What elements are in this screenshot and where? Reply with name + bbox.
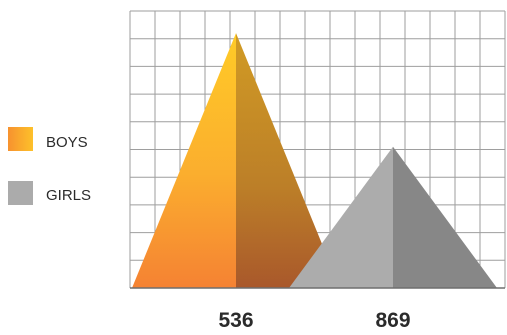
legend-swatch-boys <box>8 127 33 151</box>
pyramid-girls <box>289 146 497 288</box>
legend-label-boys: BOYS <box>46 134 88 151</box>
data-marks <box>132 33 497 288</box>
x-axis-labels: 536 869 <box>218 309 410 332</box>
pyramid-boys-shaded-face <box>236 33 340 288</box>
pyramid-boys <box>132 33 340 288</box>
legend-swatch-girls <box>8 181 33 205</box>
legend: BOYS GIRLS <box>8 127 91 205</box>
pyramid-boys-lit-face <box>132 33 236 288</box>
x-label-1: 869 <box>375 309 410 330</box>
x-label-0: 536 <box>218 309 253 330</box>
pyramid-girls-lit-face <box>289 146 393 288</box>
legend-label-girls: GIRLS <box>46 187 91 204</box>
pyramid-girls-shaded-face <box>393 146 497 288</box>
